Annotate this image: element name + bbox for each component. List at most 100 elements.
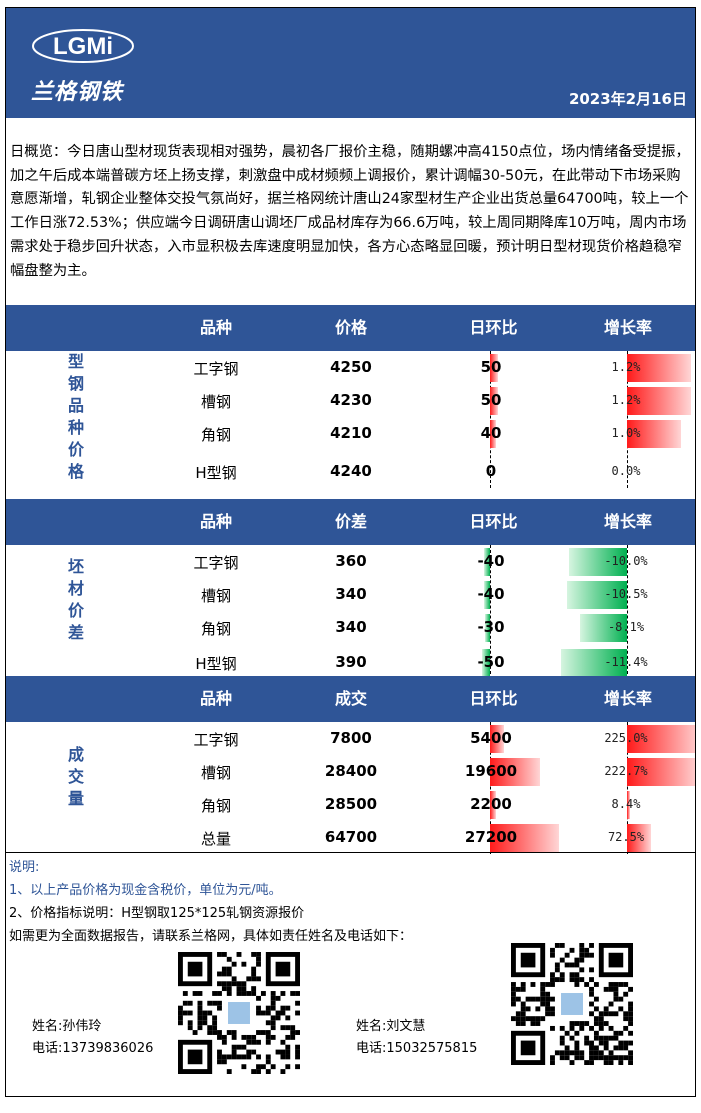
row-product-name: 工字钢 [193, 731, 239, 749]
rate-bar [627, 758, 695, 786]
row-change: -40 [477, 585, 505, 603]
contact-name: 姓名:刘文慧 [356, 1019, 426, 1034]
change-bar [483, 581, 490, 609]
zero-line [490, 545, 491, 679]
row-value: 390 [335, 653, 367, 671]
report-date: 2023年2月16日 [568, 90, 687, 108]
column-header: 品种 [199, 512, 232, 531]
daily-overview-text: 日概览：今日唐山型材现货表现相对强势，晨初各厂报价主稳，随期螺冲高4150点位，… [10, 144, 690, 279]
row-rate: -8.1% [607, 620, 645, 634]
contact-2: 姓名:刘文慧 电话:15032575815 [356, 1016, 477, 1060]
row-change: 19600 [464, 762, 518, 780]
row-value: 4210 [330, 424, 372, 442]
row-value: 4230 [330, 391, 372, 409]
row-change: -40 [477, 552, 505, 570]
column-header: 价格 [334, 318, 367, 337]
notes-line-2: 2、价格指标说明：H型钢取125*125轧钢资源报价 [9, 906, 305, 921]
change-bar [490, 387, 498, 415]
notes-title: 说明: [9, 860, 40, 875]
row-change: 5400 [470, 729, 512, 747]
column-header: 品种 [199, 689, 232, 708]
column-header: 日环比 [469, 512, 518, 531]
row-value: 4250 [330, 358, 372, 376]
column-header: 增长率 [603, 512, 652, 531]
row-rate: 222.7% [604, 764, 648, 778]
column-header: 价差 [334, 512, 367, 531]
row-value: 360 [335, 552, 367, 570]
zero-line [627, 351, 628, 488]
divider [6, 852, 695, 853]
qr-code-2 [511, 943, 633, 1065]
change-bar [482, 649, 490, 677]
row-rate: 8.4% [611, 797, 641, 811]
row-product-name: 槽钢 [200, 764, 231, 782]
change-bar [490, 420, 497, 448]
contact-1: 姓名:孙伟玲 电话:13739836026 [32, 1016, 153, 1060]
change-bar [490, 725, 504, 753]
row-value: 340 [335, 585, 367, 603]
change-bar [490, 791, 496, 819]
change-bar [490, 824, 559, 852]
row-rate: 225.0% [604, 731, 648, 745]
row-rate: -10.5% [604, 587, 648, 601]
column-header: 品种 [199, 318, 232, 337]
lgmi-logo: LGMi [32, 29, 134, 63]
row-product-name: 工字钢 [193, 554, 239, 572]
row-value: 340 [335, 618, 367, 636]
row-change: 27200 [464, 828, 518, 846]
contact-name: 姓名:孙伟玲 [32, 1019, 102, 1034]
row-value: 7800 [330, 729, 372, 747]
rate-bar [627, 387, 692, 415]
zero-line [490, 722, 491, 854]
zero-line [627, 545, 628, 679]
row-product-name: 总量 [200, 830, 231, 848]
section-header-2: 品种 成交 日环比 增长率 [6, 676, 695, 722]
row-value: 28400 [324, 762, 378, 780]
rate-bar [569, 548, 627, 576]
section-label: 成交量 [67, 745, 84, 808]
row-product-name: 槽钢 [200, 587, 231, 605]
change-bar [485, 614, 490, 642]
row-rate: 0.0% [611, 464, 641, 478]
row-product-name: 槽钢 [200, 393, 231, 411]
section-header-1: 品种 价差 日环比 增长率 [6, 499, 695, 545]
logo-chinese-text: 兰格钢铁 [31, 79, 124, 105]
column-header: 增长率 [603, 318, 652, 337]
notes-block: 说明: 1、以上产品价格为现金含税价，单位为元/吨。 2、价格指标说明：H型钢取… [9, 856, 692, 948]
column-header: 增长率 [603, 689, 652, 708]
row-value: 64700 [324, 828, 378, 846]
row-product-name: 工字钢 [193, 360, 239, 378]
rate-bar [627, 791, 630, 819]
row-product-name: 角钢 [200, 426, 231, 444]
row-change: 50 [480, 358, 502, 376]
column-header: 成交 [334, 689, 367, 708]
change-bar [490, 758, 540, 786]
row-change: 50 [480, 391, 502, 409]
rate-bar [566, 581, 627, 609]
rate-bar [627, 420, 681, 448]
section-label: 坯材价差 [67, 557, 84, 642]
rate-bar [561, 649, 627, 677]
column-header: 日环比 [469, 689, 518, 708]
row-rate: 1.2% [611, 360, 641, 374]
report-frame: LGMi 兰格钢铁 2023年2月16日 日概览：今日唐山型材现货表现相对强势，… [5, 7, 696, 1097]
row-value: 4240 [330, 462, 372, 480]
notes-line-1: 1、以上产品价格为现金含税价，单位为元/吨。 [9, 883, 282, 898]
report-header: LGMi 兰格钢铁 2023年2月16日 [6, 8, 695, 118]
rate-bar [580, 614, 627, 642]
zero-line [490, 351, 491, 488]
rate-bar [627, 354, 692, 382]
rate-bar [627, 725, 695, 753]
contact-phone: 电话:15032575815 [356, 1041, 478, 1056]
row-rate: 72.5% [607, 830, 645, 844]
row-change: 2200 [470, 795, 512, 813]
row-change: 0 [485, 462, 497, 480]
rate-bar [627, 824, 652, 852]
svg-text:LGMi: LGMi [53, 33, 113, 60]
column-header: 日环比 [469, 318, 518, 337]
row-change: -30 [477, 618, 505, 636]
row-rate: -11.4% [604, 655, 648, 669]
contact-phone: 电话:13739836026 [32, 1041, 154, 1056]
row-rate: -10.0% [604, 554, 648, 568]
row-rate: 1.0% [611, 426, 641, 440]
